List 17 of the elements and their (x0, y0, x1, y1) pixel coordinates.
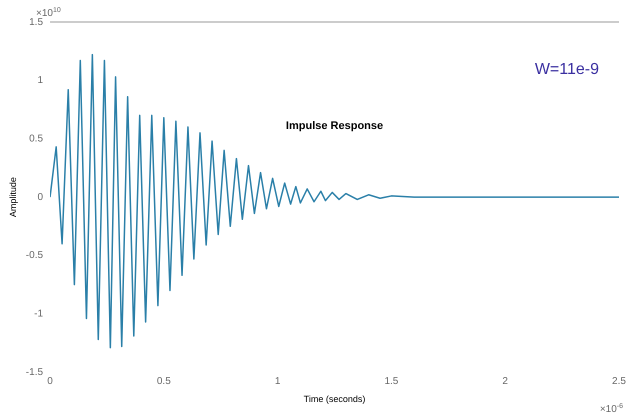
annotation: W=11e-9 (534, 61, 600, 78)
y-axis-title: Amplitude (8, 177, 18, 218)
y-tick-label: 0 (37, 192, 44, 203)
x-tick-label: 1.5 (384, 376, 399, 387)
x-tick-label: 0 (47, 376, 54, 387)
y-tick-label: -1.5 (26, 366, 44, 378)
y-tick-label: -0.5 (26, 250, 44, 262)
x-axis-title: Time (seconds) (304, 394, 366, 404)
text: Impulse Response (286, 120, 384, 132)
y-tick-label: 1.5 (29, 16, 44, 28)
y-tick-label: 1 (37, 75, 44, 86)
x-tick-label: 2.5 (612, 376, 626, 387)
y-tick-label: 0.5 (29, 133, 44, 144)
y-tick-label: -1 (34, 308, 44, 320)
x-tick-label: 0.5 (156, 376, 172, 387)
x-tick-label: 1 (274, 376, 281, 387)
x-tick-label: 2 (502, 376, 508, 387)
